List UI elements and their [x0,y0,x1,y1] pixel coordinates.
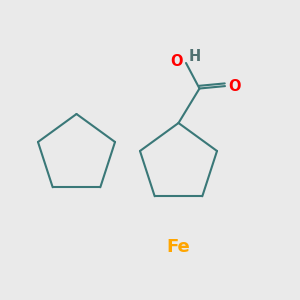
Text: Fe: Fe [167,238,191,256]
Text: H: H [189,49,201,64]
Text: O: O [170,54,183,69]
Text: O: O [228,79,241,94]
